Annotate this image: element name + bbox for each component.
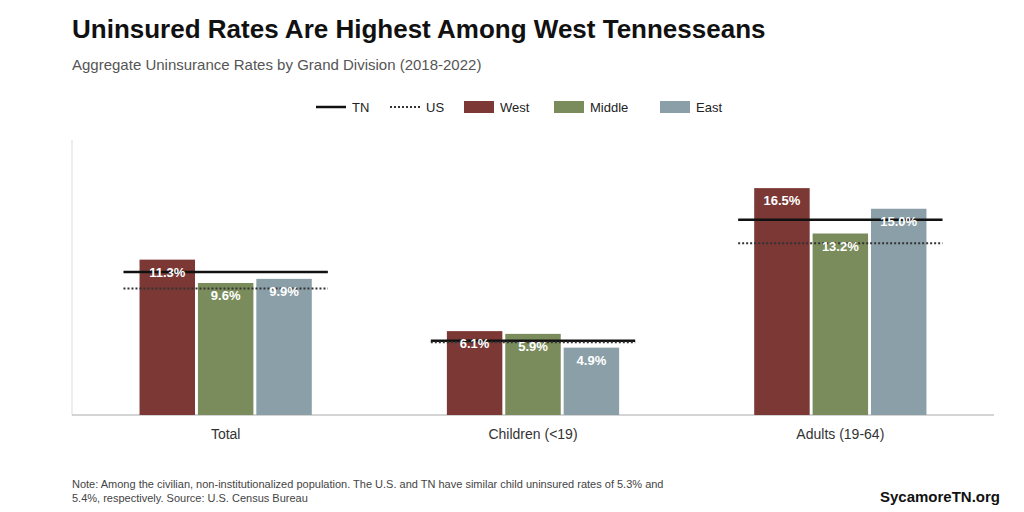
data-label: 6.1% <box>460 336 490 351</box>
bar <box>447 331 502 415</box>
bar <box>140 260 195 415</box>
data-labels: 11.3% 6.1% 16.5% 9.6% 5.9% 13.2% 9.9% 4.9% 15.0% <box>149 193 917 368</box>
subtitle: Aggregate Uninsurance Rates by Grand Div… <box>72 56 481 73</box>
data-label: 4.9% <box>577 353 607 368</box>
legend-label: US <box>426 100 444 115</box>
data-label: 9.9% <box>269 284 299 299</box>
x-tick-label: Adults (19-64) <box>796 426 884 442</box>
legend-label: Middle <box>590 100 628 115</box>
data-label: 13.2% <box>822 239 859 254</box>
data-label: 15.0% <box>880 214 917 229</box>
data-label: 5.9% <box>518 339 548 354</box>
note: Note: Among the civilian, non-institutio… <box>72 478 664 504</box>
legend-label: West <box>500 100 530 115</box>
data-label: 9.6% <box>211 288 241 303</box>
data-label: 11.3% <box>149 265 186 280</box>
legend-label: TN <box>352 100 369 115</box>
x-tick-label: Total <box>211 426 241 442</box>
bar <box>505 334 560 415</box>
data-label: 16.5% <box>764 193 801 208</box>
chart: Uninsured Rates Are Highest Among West T… <box>0 0 1024 512</box>
bar <box>813 234 868 416</box>
note-line: 5.4%, respectively. Source: U.S. Census … <box>72 492 308 504</box>
title: Uninsured Rates Are Highest Among West T… <box>72 14 766 44</box>
legend-label: East <box>696 100 722 115</box>
y-axis-line <box>72 140 73 415</box>
bar <box>871 209 926 415</box>
legend-swatch <box>660 101 690 113</box>
legend-swatch <box>554 101 584 113</box>
watermark: SycamoreTN.org <box>880 488 1000 505</box>
bar <box>754 188 809 415</box>
legend-swatch <box>390 106 420 108</box>
legend: TN US West Middle East <box>316 100 722 115</box>
plot-marks <box>123 188 942 415</box>
legend-swatch <box>464 101 494 113</box>
note-line: Note: Among the civilian, non-institutio… <box>72 478 664 490</box>
legend-swatch <box>316 106 346 109</box>
bar <box>564 348 619 415</box>
bar <box>256 279 311 415</box>
bar <box>198 283 253 415</box>
x-tick-label: Children (<19) <box>488 426 577 442</box>
